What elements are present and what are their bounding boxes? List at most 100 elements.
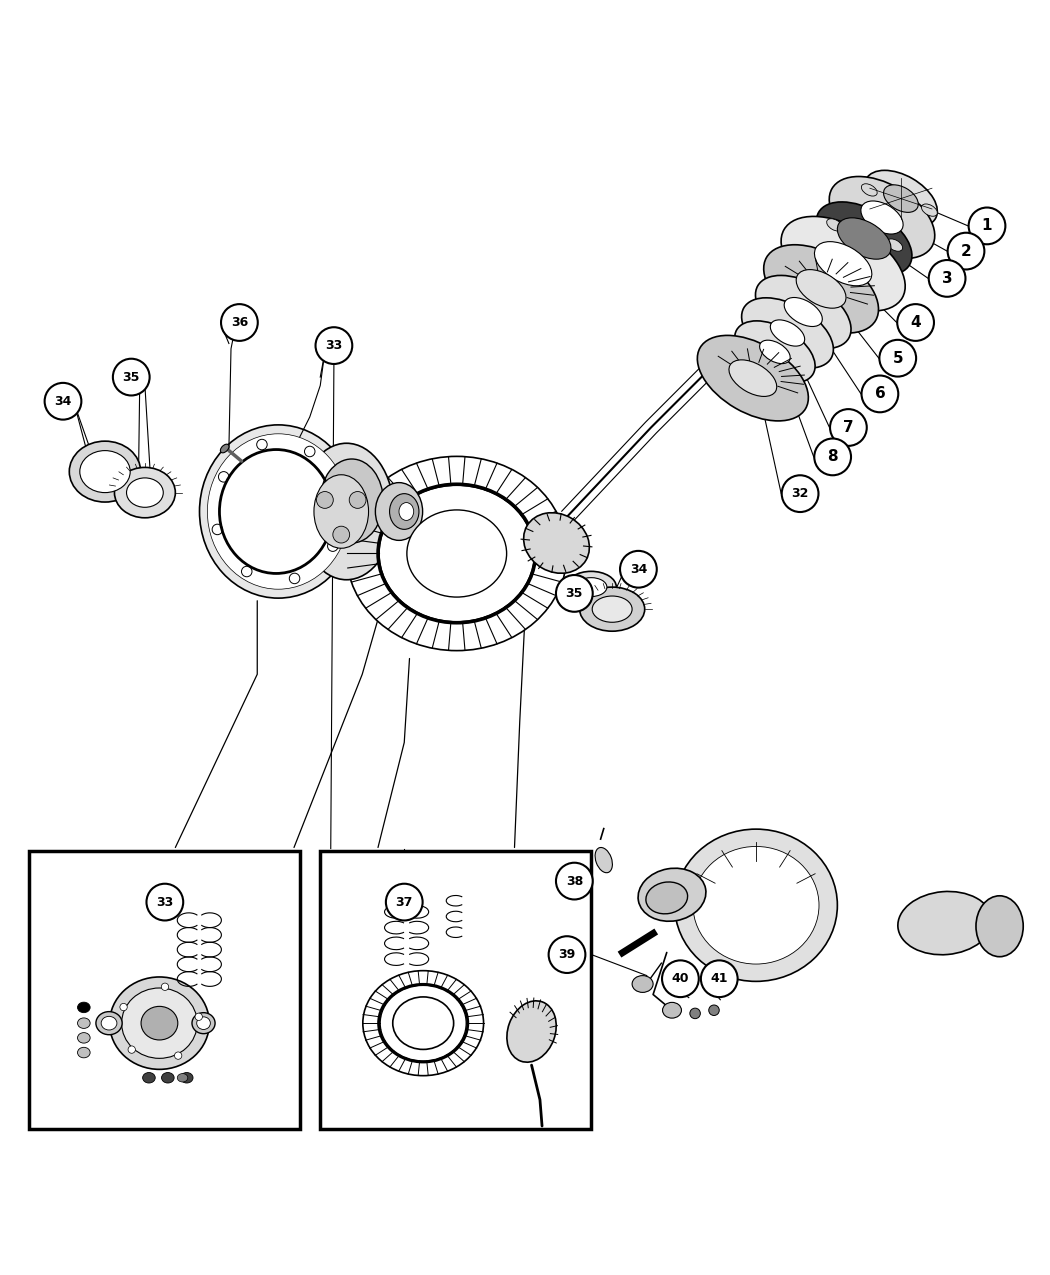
Ellipse shape: [638, 868, 706, 922]
Ellipse shape: [96, 1011, 122, 1035]
Ellipse shape: [80, 450, 130, 492]
Ellipse shape: [256, 440, 267, 450]
Circle shape: [386, 884, 422, 921]
Ellipse shape: [192, 1012, 215, 1034]
Ellipse shape: [334, 488, 344, 499]
Ellipse shape: [759, 340, 791, 363]
Circle shape: [815, 439, 852, 476]
Ellipse shape: [328, 541, 338, 551]
Ellipse shape: [114, 468, 175, 518]
Circle shape: [315, 328, 352, 363]
Ellipse shape: [69, 441, 141, 502]
Text: 5: 5: [892, 351, 903, 366]
Circle shape: [556, 863, 592, 899]
Ellipse shape: [784, 297, 822, 326]
Ellipse shape: [78, 1047, 90, 1058]
Text: 4: 4: [910, 315, 921, 330]
Text: 3: 3: [942, 270, 952, 286]
Ellipse shape: [595, 848, 612, 872]
Ellipse shape: [122, 988, 197, 1058]
Ellipse shape: [290, 574, 300, 584]
Ellipse shape: [177, 1074, 188, 1082]
Ellipse shape: [242, 566, 252, 576]
Ellipse shape: [304, 446, 315, 456]
Ellipse shape: [101, 1016, 117, 1030]
Circle shape: [947, 233, 985, 269]
Circle shape: [861, 376, 898, 412]
Circle shape: [620, 551, 657, 588]
Ellipse shape: [346, 456, 567, 650]
Ellipse shape: [709, 1005, 719, 1015]
Ellipse shape: [741, 298, 834, 368]
Ellipse shape: [524, 513, 589, 574]
Ellipse shape: [200, 425, 357, 598]
Text: 7: 7: [843, 419, 854, 435]
Ellipse shape: [320, 459, 383, 543]
Text: 6: 6: [875, 386, 885, 402]
Ellipse shape: [162, 1072, 174, 1082]
Ellipse shape: [796, 269, 846, 309]
Ellipse shape: [350, 492, 366, 509]
Ellipse shape: [755, 275, 852, 348]
Ellipse shape: [196, 1017, 210, 1029]
Ellipse shape: [815, 242, 872, 286]
Text: 36: 36: [231, 316, 248, 329]
Ellipse shape: [380, 986, 466, 1061]
Ellipse shape: [363, 970, 484, 1076]
Circle shape: [44, 382, 82, 419]
Bar: [320, 850, 591, 1128]
Ellipse shape: [218, 472, 229, 482]
Ellipse shape: [376, 483, 422, 541]
Ellipse shape: [143, 1072, 155, 1082]
Ellipse shape: [690, 1009, 700, 1019]
Text: 32: 32: [792, 487, 809, 500]
Ellipse shape: [127, 478, 164, 507]
Ellipse shape: [575, 578, 607, 597]
Text: 37: 37: [396, 895, 413, 909]
Circle shape: [929, 260, 966, 297]
Text: 2: 2: [961, 244, 971, 259]
Text: 35: 35: [123, 371, 140, 384]
Circle shape: [831, 409, 867, 446]
Text: 39: 39: [559, 949, 575, 961]
Ellipse shape: [316, 492, 333, 509]
Ellipse shape: [507, 1001, 556, 1062]
Ellipse shape: [883, 185, 919, 213]
Text: 40: 40: [672, 973, 689, 986]
Ellipse shape: [379, 486, 534, 622]
Ellipse shape: [864, 171, 938, 227]
Circle shape: [701, 960, 737, 997]
Circle shape: [781, 476, 819, 513]
Ellipse shape: [632, 975, 653, 992]
Text: 41: 41: [711, 973, 728, 986]
Ellipse shape: [729, 360, 777, 397]
Circle shape: [880, 340, 916, 376]
Ellipse shape: [816, 201, 912, 275]
Ellipse shape: [837, 218, 891, 259]
Ellipse shape: [922, 204, 938, 217]
Ellipse shape: [975, 896, 1023, 956]
Circle shape: [146, 884, 183, 921]
Ellipse shape: [299, 444, 394, 580]
Ellipse shape: [580, 586, 645, 631]
Ellipse shape: [207, 434, 349, 589]
Ellipse shape: [174, 1052, 182, 1060]
Ellipse shape: [78, 1033, 90, 1043]
Circle shape: [662, 960, 699, 997]
Circle shape: [897, 305, 934, 340]
Ellipse shape: [181, 1072, 193, 1082]
Ellipse shape: [898, 891, 992, 955]
Ellipse shape: [771, 320, 804, 346]
Ellipse shape: [390, 493, 419, 529]
Text: 33: 33: [156, 895, 173, 909]
Bar: [29, 850, 300, 1128]
Ellipse shape: [646, 882, 688, 914]
Ellipse shape: [393, 997, 454, 1049]
Circle shape: [220, 305, 257, 340]
Ellipse shape: [781, 217, 905, 311]
Ellipse shape: [887, 238, 903, 251]
Ellipse shape: [861, 184, 877, 196]
Ellipse shape: [109, 977, 209, 1070]
Ellipse shape: [333, 527, 350, 543]
Ellipse shape: [314, 474, 369, 548]
